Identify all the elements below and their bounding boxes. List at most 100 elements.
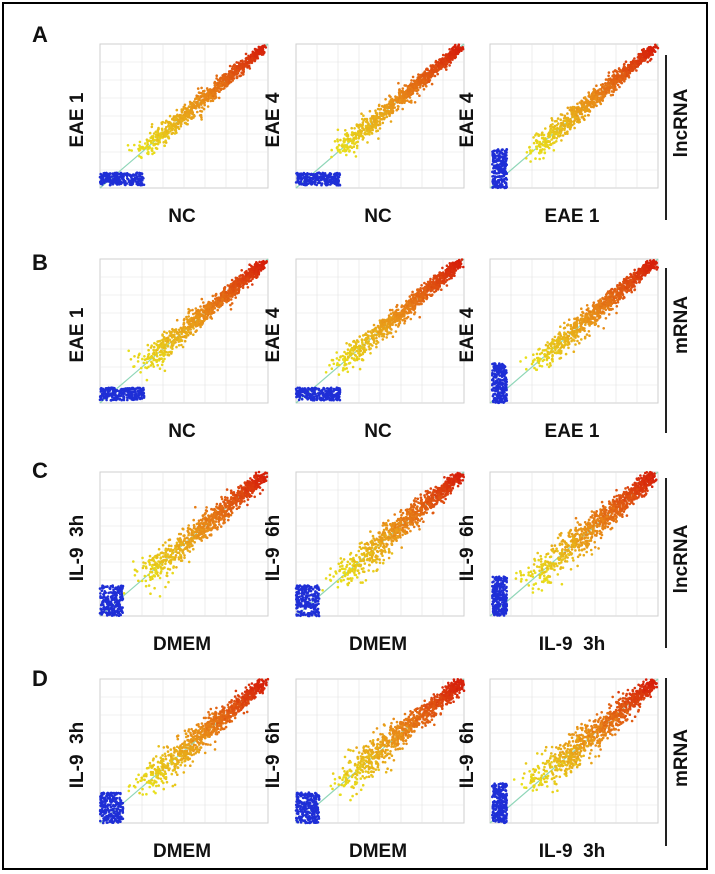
data-point-low <box>504 151 507 155</box>
data-point <box>378 127 382 130</box>
data-point <box>556 117 560 120</box>
data-point <box>351 139 354 143</box>
data-point <box>183 339 187 343</box>
data-point-low <box>130 183 133 186</box>
data-point-low <box>319 175 323 179</box>
data-point <box>189 331 192 335</box>
data-point <box>229 72 232 76</box>
data-point <box>168 120 171 124</box>
y-axis-label: EAE 1 <box>67 92 88 148</box>
data-point-low <box>125 393 128 397</box>
data-point-low <box>308 172 311 176</box>
data-point <box>353 142 356 146</box>
data-point-low <box>136 395 140 398</box>
data-point <box>237 286 241 290</box>
data-point-low <box>110 175 113 178</box>
data-point <box>357 126 361 129</box>
data-point <box>214 297 217 301</box>
data-point <box>175 318 179 322</box>
data-point <box>361 121 365 124</box>
data-point <box>161 132 165 135</box>
data-point <box>370 125 374 128</box>
data-point-low <box>494 167 498 170</box>
data-point <box>388 308 392 312</box>
data-point <box>394 323 398 327</box>
data-point <box>154 146 158 150</box>
data-point <box>152 357 155 360</box>
data-point <box>412 302 415 305</box>
data-point <box>200 86 203 90</box>
data-point <box>236 71 239 74</box>
data-point-low <box>503 177 506 181</box>
data-point <box>611 93 615 97</box>
data-point-low <box>325 183 329 187</box>
data-point <box>431 64 435 68</box>
scatter-svg <box>98 43 269 189</box>
data-point-low <box>99 172 102 176</box>
data-point-low <box>502 168 505 171</box>
data-point <box>238 64 242 67</box>
data-point <box>556 132 560 136</box>
data-point <box>357 136 360 140</box>
data-point-low <box>491 163 494 166</box>
data-point <box>566 130 569 133</box>
data-point <box>174 129 178 133</box>
data-point <box>198 97 201 100</box>
row-b-type-label: mRNA <box>671 295 692 355</box>
data-point <box>546 143 549 147</box>
data-point-low <box>131 391 135 394</box>
data-point <box>359 130 362 133</box>
data-point <box>430 82 434 86</box>
data-point <box>138 144 141 147</box>
data-point <box>369 117 372 120</box>
data-point <box>148 139 151 142</box>
data-point <box>186 119 190 122</box>
data-point <box>534 157 537 160</box>
data-point <box>562 124 565 127</box>
data-point <box>396 107 400 111</box>
data-point <box>229 308 233 311</box>
data-point <box>612 78 615 81</box>
data-point-low <box>115 389 119 392</box>
data-point-low <box>137 389 140 393</box>
data-point <box>230 77 234 80</box>
data-point <box>216 305 220 308</box>
data-point <box>224 290 228 294</box>
data-point <box>250 56 254 60</box>
data-point <box>188 322 191 325</box>
data-point <box>154 142 157 146</box>
data-point <box>543 151 547 154</box>
data-point <box>611 86 614 89</box>
data-point <box>411 290 414 294</box>
data-point <box>551 129 555 132</box>
scatter-plot <box>288 40 468 200</box>
data-point <box>166 339 170 343</box>
data-point <box>550 117 553 120</box>
data-point <box>209 309 212 313</box>
data-point-low <box>311 176 314 180</box>
data-point <box>336 145 339 149</box>
data-point <box>381 121 385 125</box>
data-point <box>351 134 354 137</box>
data-point <box>573 116 577 119</box>
data-point <box>438 58 442 61</box>
data-point <box>212 307 215 310</box>
data-point <box>264 46 268 49</box>
data-point <box>168 127 171 131</box>
data-point <box>375 119 379 123</box>
data-point <box>203 89 206 93</box>
data-point <box>172 335 176 338</box>
data-point <box>354 155 358 158</box>
data-point-low <box>135 398 139 401</box>
data-point-low <box>132 396 135 400</box>
data-point <box>175 338 179 342</box>
data-point-low <box>105 178 108 182</box>
data-point <box>183 110 187 114</box>
data-point <box>255 273 258 276</box>
data-point <box>541 131 544 134</box>
data-point <box>431 74 434 78</box>
data-point <box>564 116 567 119</box>
data-point <box>146 139 149 142</box>
data-point <box>633 57 636 60</box>
